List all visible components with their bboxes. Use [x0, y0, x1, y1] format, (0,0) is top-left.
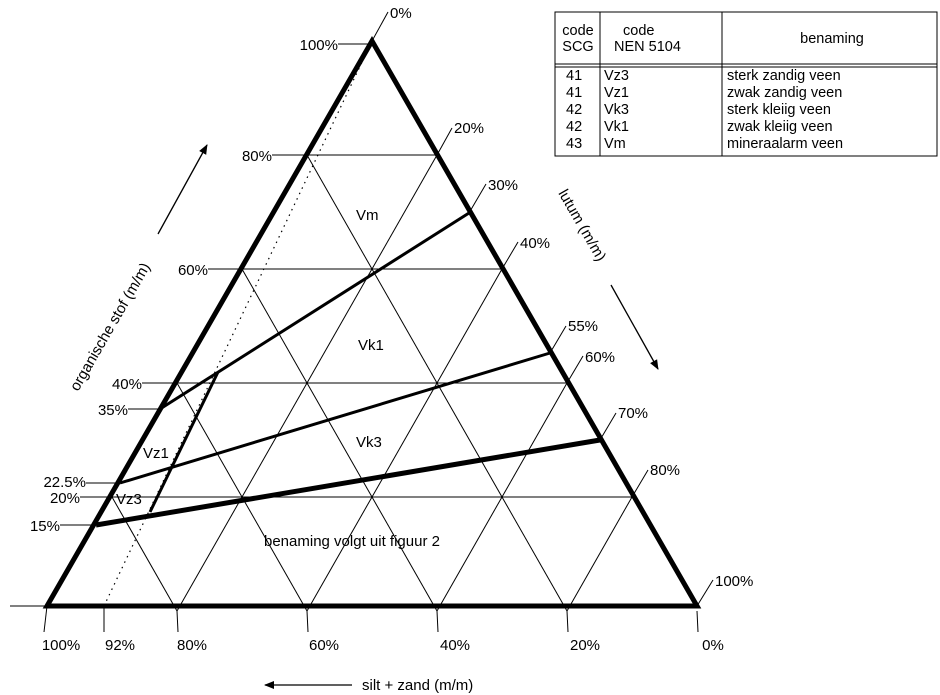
tick-silt-100: 100%	[42, 637, 80, 654]
tick-organic-22-5: 22.5%	[43, 474, 86, 491]
tick-organic-100: 100%	[300, 37, 338, 54]
region-label-vz1: Vz1	[143, 445, 169, 462]
header-scg-line1: code	[562, 23, 593, 39]
region-label-vk3: Vk3	[356, 434, 382, 451]
tick-organic-80: 80%	[242, 148, 272, 165]
row-2-scg: 41	[566, 85, 582, 101]
table-row: 41 Vz1 zwak zandig veen	[566, 85, 842, 101]
tick-lutum-80: 80%	[650, 462, 680, 479]
tick-lutum-30: 30%	[488, 177, 518, 194]
tick-lutum-40: 40%	[520, 235, 550, 252]
region-label-vz3: Vz3	[116, 491, 142, 508]
row-5-scg: 43	[566, 136, 582, 152]
row-2-name: zwak zandig veen	[727, 85, 842, 101]
tick-silt-60: 60%	[309, 637, 339, 654]
tick-silt-80: 80%	[177, 637, 207, 654]
header-name: benaming	[800, 31, 864, 47]
row-3-name: sterk kleiig veen	[727, 102, 831, 118]
header-nen-line2: NEN 5104	[614, 39, 681, 55]
region-labels: Vm Vk1 Vk3 Vz1 Vz3 benaming volgt uit fi…	[116, 207, 440, 550]
silt-axis-ticks: 100% 92% 80% 60% 40% 20% 0%	[42, 637, 724, 654]
row-5-name: mineraalarm veen	[727, 136, 843, 152]
tick-silt-20: 20%	[570, 637, 600, 654]
lutum-axis-title: lutum (m/m)	[555, 187, 610, 265]
organic-axis-title: organische stof (m/m)	[67, 260, 154, 394]
row-1-nen: Vz3	[604, 68, 629, 84]
tick-silt-40: 40%	[440, 637, 470, 654]
grid-lines	[111, 154, 633, 612]
row-3-scg: 42	[566, 102, 582, 118]
row-5-nen: Vm	[604, 136, 626, 152]
row-4-nen: Vk1	[604, 119, 629, 135]
header-scg-line2: SCG	[562, 39, 593, 55]
region-label-rest: benaming volgt uit figuur 2	[264, 533, 440, 550]
tick-organic-40: 40%	[112, 376, 142, 393]
table-row: 43 Vm mineraalarm veen	[566, 136, 843, 152]
lutum-axis-title-group: lutum (m/m)	[555, 187, 659, 370]
tick-silt-0: 0%	[702, 637, 724, 654]
tick-organic-15: 15%	[30, 518, 60, 535]
triangle-frame	[42, 35, 702, 609]
tick-lutum-55: 55%	[568, 318, 598, 335]
table-row: 42 Vk1 zwak kleiig veen	[566, 119, 833, 135]
header-nen-line1: code	[623, 23, 654, 39]
tick-lutum-100: 100%	[715, 573, 753, 590]
legend-table: code SCG code NEN 5104 benaming 41 Vz3 s…	[554, 11, 938, 157]
row-4-name: zwak kleiig veen	[727, 119, 833, 135]
row-1-scg: 41	[566, 68, 582, 84]
tick-lutum-20: 20%	[454, 120, 484, 137]
tick-organic-60: 60%	[178, 262, 208, 279]
table-row: 41 Vz3 sterk zandig veen	[566, 68, 841, 84]
organic-axis-arrow	[157, 144, 208, 235]
tick-lutum-70: 70%	[618, 405, 648, 422]
tick-organic-20: 20%	[50, 490, 80, 507]
silt-axis-title-group: silt + zand (m/m)	[264, 677, 473, 694]
tick-leaders	[10, 11, 714, 633]
lutum-axis-ticks: 0% 20% 30% 40% 55% 60% 70% 80% 100%	[390, 5, 753, 590]
row-4-scg: 42	[566, 119, 582, 135]
tick-lutum-0: 0%	[390, 5, 412, 22]
region-boundaries	[95, 211, 601, 528]
row-1-name: sterk zandig veen	[727, 68, 841, 84]
organic-axis-ticks: 100% 80% 60% 40% 35% 22.5% 20% 15%	[30, 37, 338, 535]
silt-axis-title: silt + zand (m/m)	[362, 677, 473, 694]
region-label-vm: Vm	[356, 207, 379, 224]
row-2-nen: Vz1	[604, 85, 629, 101]
tick-organic-35: 35%	[98, 402, 128, 419]
table-row: 42 Vk3 sterk kleiig veen	[566, 102, 831, 118]
tick-silt-92: 92%	[105, 637, 135, 654]
lutum-axis-arrow	[610, 284, 659, 370]
tick-lutum-60: 60%	[585, 349, 615, 366]
line-92-percent	[103, 40, 373, 607]
row-3-nen: Vk3	[604, 102, 629, 118]
region-label-vk1: Vk1	[358, 337, 384, 354]
